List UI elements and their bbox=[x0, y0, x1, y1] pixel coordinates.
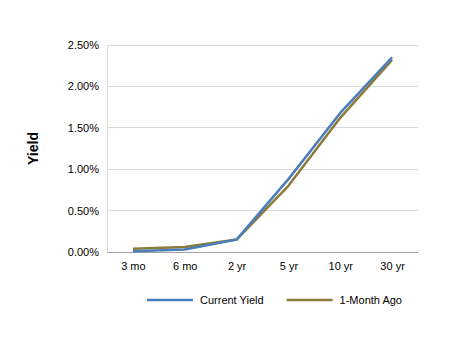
grid-line bbox=[107, 86, 418, 87]
series-line bbox=[133, 60, 392, 249]
x-axis-line bbox=[108, 252, 419, 253]
y-tick-label: 2.00% bbox=[68, 80, 99, 92]
legend-swatch bbox=[287, 299, 333, 302]
x-tick: 5 yr bbox=[280, 260, 299, 272]
y-tick: 2.50% bbox=[68, 39, 107, 51]
x-tick-label: 5 yr bbox=[280, 260, 299, 272]
x-tick-label: 10 yr bbox=[329, 260, 354, 272]
legend-label: Current Yield bbox=[200, 294, 264, 306]
series-line bbox=[133, 57, 392, 251]
y-tick-label: 1.00% bbox=[68, 163, 99, 175]
legend-swatch bbox=[147, 299, 193, 302]
x-tick: 3 mo bbox=[121, 260, 145, 272]
x-axis: 3 mo 6 mo 2 yr 5 yr 10 yr 30 yr bbox=[108, 253, 419, 272]
grid-line bbox=[107, 45, 418, 46]
grid-line bbox=[107, 169, 418, 170]
y-axis-line bbox=[107, 46, 108, 253]
x-tick: 6 mo bbox=[173, 260, 197, 272]
y-axis: 0.00% 0.50% 1.00% 1.50% 2.00% 2.50% bbox=[68, 39, 108, 258]
grid-line bbox=[107, 127, 418, 128]
legend-label: 1-Month Ago bbox=[340, 294, 402, 306]
y-axis-title: Yield bbox=[25, 132, 41, 165]
y-tick: 0.50% bbox=[68, 205, 107, 217]
x-tick: 10 yr bbox=[329, 260, 354, 272]
y-tick-label: 0.50% bbox=[68, 205, 99, 217]
y-tick-label: 0.00% bbox=[68, 246, 99, 258]
y-tick-label: 1.50% bbox=[68, 122, 99, 134]
y-tick: 1.50% bbox=[68, 122, 107, 134]
x-tick-label: 6 mo bbox=[173, 260, 197, 272]
y-tick-label: 2.50% bbox=[68, 39, 99, 51]
plot-area bbox=[133, 57, 392, 251]
y-tick: 0.00% bbox=[68, 246, 107, 258]
y-tick: 2.00% bbox=[68, 80, 107, 92]
y-tick: 1.00% bbox=[68, 163, 107, 175]
x-tick-label: 2 yr bbox=[228, 260, 247, 272]
x-tick-label: 30 yr bbox=[380, 260, 405, 272]
chart: 0.00% 0.50% 1.00% 1.50% 2.00% 2.50% 3 mo 6 mo 2 … bbox=[0, 0, 450, 341]
x-tick-label: 3 mo bbox=[121, 260, 145, 272]
x-tick: 2 yr bbox=[228, 260, 247, 272]
grid bbox=[107, 45, 418, 252]
x-tick: 30 yr bbox=[380, 260, 405, 272]
legend: Current Yield 1-Month Ago bbox=[147, 294, 402, 306]
